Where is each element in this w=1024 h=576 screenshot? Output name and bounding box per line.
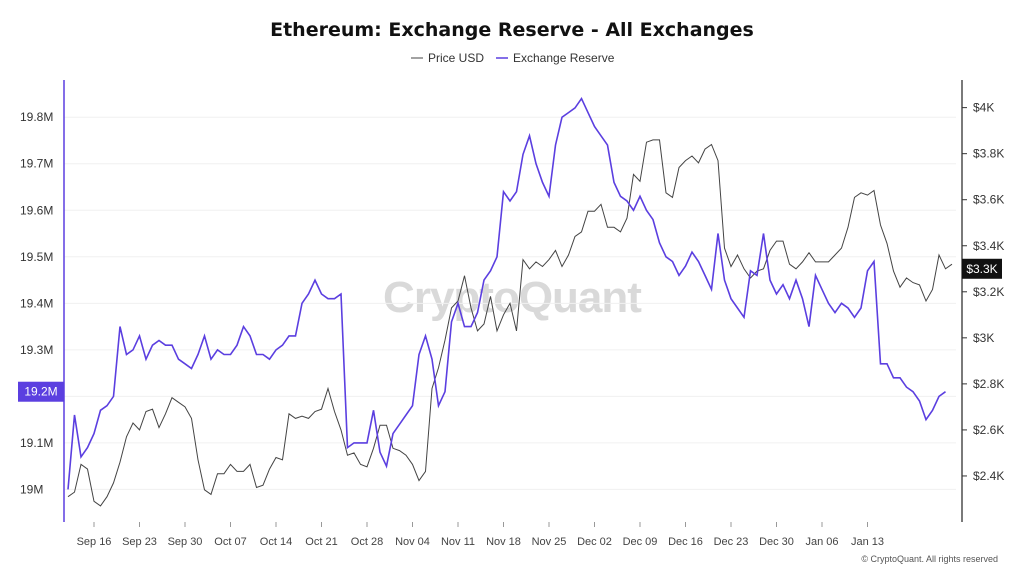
x-tick-label: Jan 06 — [805, 536, 838, 548]
x-tick-label: Nov 25 — [532, 536, 567, 548]
right-tick-label: $3K — [973, 331, 994, 345]
left-tick-label: 19.3M — [20, 343, 53, 357]
right-current-value-badge: $3.3K — [962, 258, 1002, 279]
x-tick-label: Sep 30 — [168, 536, 203, 548]
right-tick-label: $3.4K — [973, 239, 1004, 253]
x-tick-label: Sep 23 — [122, 536, 157, 548]
legend[interactable]: Price USD Exchange Reserve — [411, 51, 615, 65]
watermark: CryptoQuant — [383, 273, 642, 322]
left-tick-label: 19M — [20, 482, 43, 496]
price-usd-line — [67, 139, 953, 507]
left-badge-background — [18, 381, 64, 402]
x-tick-label: Oct 14 — [260, 536, 292, 548]
left-tick-label: 19.1M — [20, 436, 53, 450]
left-tick-label: 19.7M — [20, 157, 53, 171]
legend-reserve-label[interactable]: Exchange Reserve — [513, 51, 615, 65]
right-tick-label: $3.8K — [973, 147, 1004, 161]
copyright-credit: © CryptoQuant. All rights reserved — [861, 554, 998, 564]
legend-price-label[interactable]: Price USD — [428, 51, 484, 65]
left-axis-ticks: 19M19.1M19.2M19.3M19.4M19.5M19.6M19.7M19… — [20, 110, 53, 496]
x-tick-label: Sep 16 — [77, 536, 112, 548]
x-tick-label: Dec 30 — [759, 536, 794, 548]
right-tick-label: $2.4K — [973, 469, 1004, 483]
x-axis-ticks: Sep 16 Sep 23 Sep 30 Oct 07 Oct 14 Oct 21 Oct … — [77, 522, 884, 548]
x-tick-label: Oct 21 — [305, 536, 337, 548]
right-tick-label: $2.8K — [973, 377, 1004, 391]
left-tick-label: 19.4M — [20, 296, 53, 310]
x-tick-label: Jan 13 — [851, 536, 884, 548]
right-badge-label: $3.3K — [966, 262, 997, 276]
left-current-value-badge: 19.2M — [18, 381, 64, 402]
left-badge-label: 19.2M — [24, 385, 57, 399]
right-tick-label: $4K — [973, 101, 994, 115]
right-badge-background — [962, 258, 1002, 279]
right-tick-label: $2.6K — [973, 423, 1004, 437]
left-tick-label: 19.6M — [20, 203, 53, 217]
x-tick-label: Dec 02 — [577, 536, 612, 548]
x-tick-label: Oct 28 — [351, 536, 383, 548]
right-tick-label: $3.2K — [973, 285, 1004, 299]
left-tick-label: 19.5M — [20, 250, 53, 264]
right-tick-label: $3.6K — [973, 193, 1004, 207]
x-tick-label: Nov 04 — [395, 536, 430, 548]
x-tick-label: Nov 11 — [441, 536, 475, 548]
x-tick-label: Dec 16 — [668, 536, 703, 548]
left-tick-label: 19.8M — [20, 110, 53, 124]
exchange-reserve-line — [67, 97, 946, 490]
x-tick-label: Dec 23 — [714, 536, 749, 548]
x-tick-label: Oct 07 — [214, 536, 246, 548]
right-axis-ticks: $2.4K $2.6K $2.8K $3K $3.2K $3.4K $3.6K $3.8K $4… — [962, 101, 1004, 483]
x-tick-label: Nov 18 — [486, 536, 521, 548]
x-tick-label: Dec 09 — [623, 536, 658, 548]
chart-title: Ethereum: Exchange Reserve - All Exchang… — [270, 19, 754, 41]
